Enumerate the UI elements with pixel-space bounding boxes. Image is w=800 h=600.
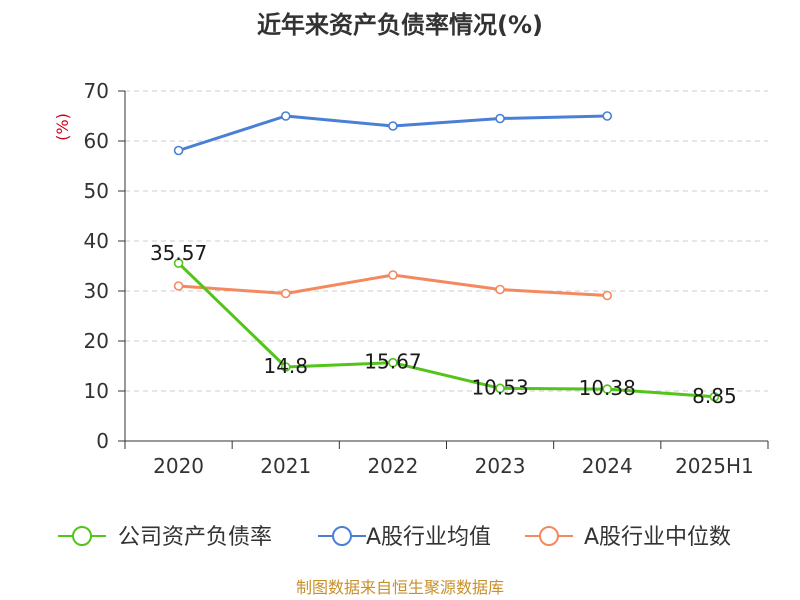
data-point[interactable] (709, 391, 720, 402)
data-point[interactable] (495, 284, 505, 295)
y-tick-label: 20 (84, 329, 109, 353)
data-point[interactable] (173, 258, 184, 268)
y-tick-label: 70 (84, 79, 109, 103)
legend-label: 公司资产负债率 (118, 525, 272, 550)
chart-title: 近年来资产负债率情况(%) (257, 11, 543, 39)
x-tick-label: 2023 (475, 454, 526, 478)
legend-circle-icon (539, 526, 559, 546)
series-line (177, 261, 716, 399)
data-point[interactable] (173, 281, 184, 291)
data-point[interactable] (602, 290, 613, 301)
series-lines (173, 111, 720, 402)
series-line (177, 114, 609, 152)
data-label: 10.38 (579, 376, 636, 400)
legend[interactable]: 公司资产负债率 A股行业均值 A股行业中位数 (58, 525, 731, 550)
data-point[interactable] (495, 383, 505, 394)
legend-circle-icon (332, 526, 352, 546)
data-point[interactable] (280, 288, 291, 299)
y-tick-label: 0 (96, 429, 109, 453)
gridlines (125, 90, 768, 392)
y-tick-label: 40 (84, 229, 109, 253)
y-tick-label: 60 (84, 129, 109, 153)
axes: 0 10 20 30 40 50 60 70 2020 2021 2022 2023 2024 2025H… (84, 79, 769, 478)
x-tick-label: 2022 (367, 454, 418, 478)
x-tick-label: 2025H1 (675, 454, 754, 478)
series-1 (173, 111, 613, 156)
legend-item[interactable]: A股行业均值 (318, 525, 491, 550)
data-point[interactable] (495, 113, 505, 124)
legend-item[interactable]: A股行业中位数 (525, 525, 731, 550)
legend-label: A股行业均值 (366, 525, 491, 550)
legend-label: A股行业中位数 (584, 525, 731, 550)
data-point[interactable] (602, 111, 613, 121)
data-point[interactable] (280, 362, 291, 372)
data-point[interactable] (388, 357, 398, 368)
data-labels: 35.57 14.8 15.67 10.53 10.38 8.85 (150, 241, 737, 408)
y-tick-label: 30 (84, 279, 109, 303)
y-tick-label: 10 (84, 379, 109, 403)
legend-item[interactable]: 公司资产负债率 (58, 525, 272, 550)
source-note: 制图数据来自恒生聚源数据库 (296, 578, 504, 597)
data-label: 15.67 (364, 350, 421, 374)
x-tick-label: 2020 (153, 454, 204, 478)
series-2 (173, 270, 613, 301)
data-point[interactable] (602, 384, 613, 394)
y-axis-label: (%) (53, 113, 72, 141)
data-label: 14.8 (263, 354, 308, 378)
y-tick-label: 50 (84, 179, 109, 203)
data-point[interactable] (173, 145, 184, 156)
data-label: 35.57 (150, 241, 207, 265)
x-tick-label: 2021 (260, 454, 311, 478)
legend-circle-icon (72, 526, 92, 546)
data-point[interactable] (388, 270, 398, 280)
data-point[interactable] (388, 121, 398, 131)
series-0 (173, 258, 720, 402)
data-point[interactable] (280, 111, 291, 121)
data-label: 10.53 (471, 375, 528, 399)
x-tick-label: 2024 (582, 454, 633, 478)
data-label: 8.85 (692, 384, 737, 408)
